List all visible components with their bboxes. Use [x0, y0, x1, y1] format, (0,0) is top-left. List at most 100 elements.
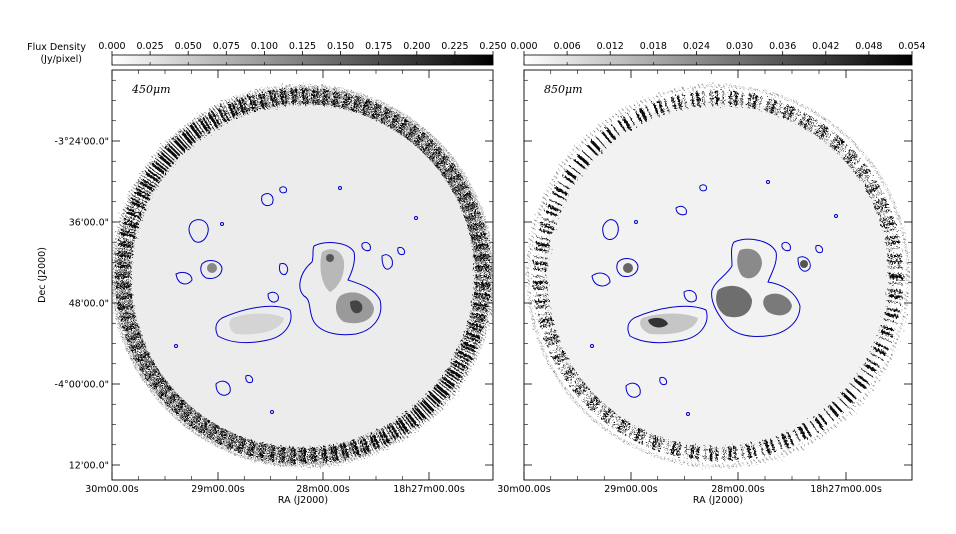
cb850-tick-label: 0.030 [726, 41, 753, 52]
ax450-ytick-label: -3°24'00.0" [55, 137, 109, 148]
contour-850-dot-2 [634, 220, 638, 224]
contour-450-dot-4 [414, 216, 418, 220]
map-450-interior [128, 101, 478, 451]
blob-450-west-filament [229, 313, 284, 335]
cb450-tick-label: 0.225 [441, 41, 468, 52]
ax850-xtick-label: 29m00.00s [604, 484, 658, 495]
y-axis-title: Dec (J2000) [37, 247, 48, 303]
contour-850-nw-2 [616, 258, 639, 277]
map-850-emission [623, 248, 808, 335]
ax850-xtick-label: 30m00.00s [497, 484, 551, 495]
ax850-xtick-label: 28m00.00s [711, 484, 765, 495]
cb450-tick-label: 0.000 [98, 41, 125, 52]
contour-450-dot-2 [220, 222, 224, 226]
ax450-ytick-label: 48'00.0" [69, 299, 109, 310]
contour-450-south-2 [245, 375, 253, 384]
contour-850-east-1 [797, 256, 811, 272]
cb450-tick-label: 0.025 [136, 41, 163, 52]
contour-450-mid-small [267, 291, 279, 303]
contour-450-nw-1 [188, 219, 209, 243]
panel-450-axes: 30m00.00s 29m00.00s 28m00.00s 18h27m00.00s -… [55, 70, 493, 495]
contour-450-dot-3 [174, 344, 178, 348]
contour-450-north-2 [279, 186, 287, 194]
contour-450-north-1 [261, 193, 274, 207]
ax450-ytick-label: -4°00'00.0" [55, 380, 109, 391]
cb850-tick-label: 0.042 [812, 41, 839, 52]
colorbar-label-line1: Flux Density [27, 42, 86, 53]
contour-850-west-loop [591, 272, 611, 287]
contour-450-west-loop [175, 271, 193, 285]
ax450-xtick-label: 29m00.00s [191, 484, 245, 495]
blob-450-small-2 [326, 254, 334, 262]
cb850-tick-label: 0.054 [898, 41, 925, 52]
blob-450-main-core [350, 300, 363, 314]
map-850-contours [590, 180, 838, 416]
ax450-ytick-label: 36'00.0" [69, 218, 109, 229]
cb850-tick-label: 0.048 [855, 41, 882, 52]
blob-850-west-core [648, 317, 668, 328]
x-axis-title-850: RA (J2000) [693, 495, 743, 506]
colorbar-left-ticks: 0.000 0.025 0.050 0.075 0.100 0.125 0.150 0.175… [98, 41, 507, 65]
contour-450-dot-1 [338, 186, 342, 190]
contour-850-south-2 [659, 377, 667, 386]
panel-850-axes: 30m00.00s 29m00.00s 28m00.00s 18h27m00.00s [497, 70, 912, 495]
ax450-xtick-label: 18h27m00.00s [393, 484, 465, 495]
cb450-tick-label: 0.075 [213, 41, 240, 52]
blob-850-main-center [716, 285, 752, 318]
contour-850-nw-1 [602, 219, 619, 240]
colorbar-right [523, 54, 913, 66]
panel-450-label: 450μm [131, 83, 171, 96]
blob-850-small-2 [800, 260, 808, 268]
contour-850-dot-1 [766, 180, 770, 184]
contour-850-dot-5 [686, 412, 690, 416]
contour-450-dot-5 [270, 410, 274, 414]
contour-850-east-3 [781, 241, 791, 252]
cb450-tick-label: 0.250 [479, 41, 506, 52]
cb450-tick-label: 0.100 [251, 41, 278, 52]
map-450-edge-noise [115, 88, 491, 464]
contour-850-mid-small [683, 289, 697, 303]
colorbar-right-ticks: 0.000 0.006 0.012 0.018 0.024 0.030 0.036 0.042… [510, 41, 926, 65]
cb450-tick-label: 0.125 [289, 41, 316, 52]
ax450-ytick-label: 12'00.0" [69, 461, 109, 472]
contour-450-main [299, 242, 382, 336]
contour-450-east-3 [361, 241, 371, 252]
blob-450-small-1 [207, 263, 217, 273]
cb850-tick-label: 0.024 [683, 41, 710, 52]
map-850-edge-outer [526, 84, 910, 468]
blob-850-main-north [737, 248, 762, 279]
contour-850-west-filament [627, 305, 708, 344]
contour-850-east-2 [815, 245, 823, 254]
panel-450: 450μm 30m00.00s 29m00.00s 28m00.00s 18h27m0… [37, 69, 494, 506]
colorbar-label-line2: (Jy/pixel) [40, 54, 82, 65]
ax450-xtick-label: 28m00.00s [296, 484, 350, 495]
panel-450-frame [111, 69, 494, 481]
contour-850-dot-3 [590, 344, 594, 348]
map-450-edge-outer [112, 84, 493, 468]
ax850-xtick-label: 18h27m00.00s [810, 484, 882, 495]
panel-850-frame [523, 69, 913, 481]
cb850-tick-label: 0.012 [597, 41, 624, 52]
cb450-tick-label: 0.050 [175, 41, 202, 52]
x-axis-title-450: RA (J2000) [278, 495, 328, 506]
cb450-tick-label: 0.200 [403, 41, 430, 52]
contour-450-west-filament [215, 305, 292, 344]
map-850-interior [542, 100, 894, 452]
cb450-tick-label: 0.150 [327, 41, 354, 52]
contour-850-south [625, 382, 641, 398]
cb850-tick-label: 0.000 [510, 41, 537, 52]
contour-450-south [215, 380, 231, 396]
cb850-tick-label: 0.018 [640, 41, 667, 52]
map-450-emission [207, 249, 374, 335]
map-450-contours [174, 186, 418, 414]
contour-450-east-1 [381, 254, 393, 270]
contour-450-nw-2 [200, 260, 223, 279]
cb850-tick-label: 0.036 [769, 41, 796, 52]
contour-850-north-2 [699, 184, 707, 192]
contour-450-east-2 [397, 247, 405, 256]
ax450-xtick-label: 30m00.00s [85, 484, 139, 495]
panel-850: 850μm 30m00.00s 29m00.00s 28m00.00s 18h27m0… [497, 69, 913, 506]
panel-850-label: 850μm [544, 83, 583, 96]
cb850-tick-label: 0.006 [554, 41, 581, 52]
blob-850-small-1 [623, 263, 633, 273]
